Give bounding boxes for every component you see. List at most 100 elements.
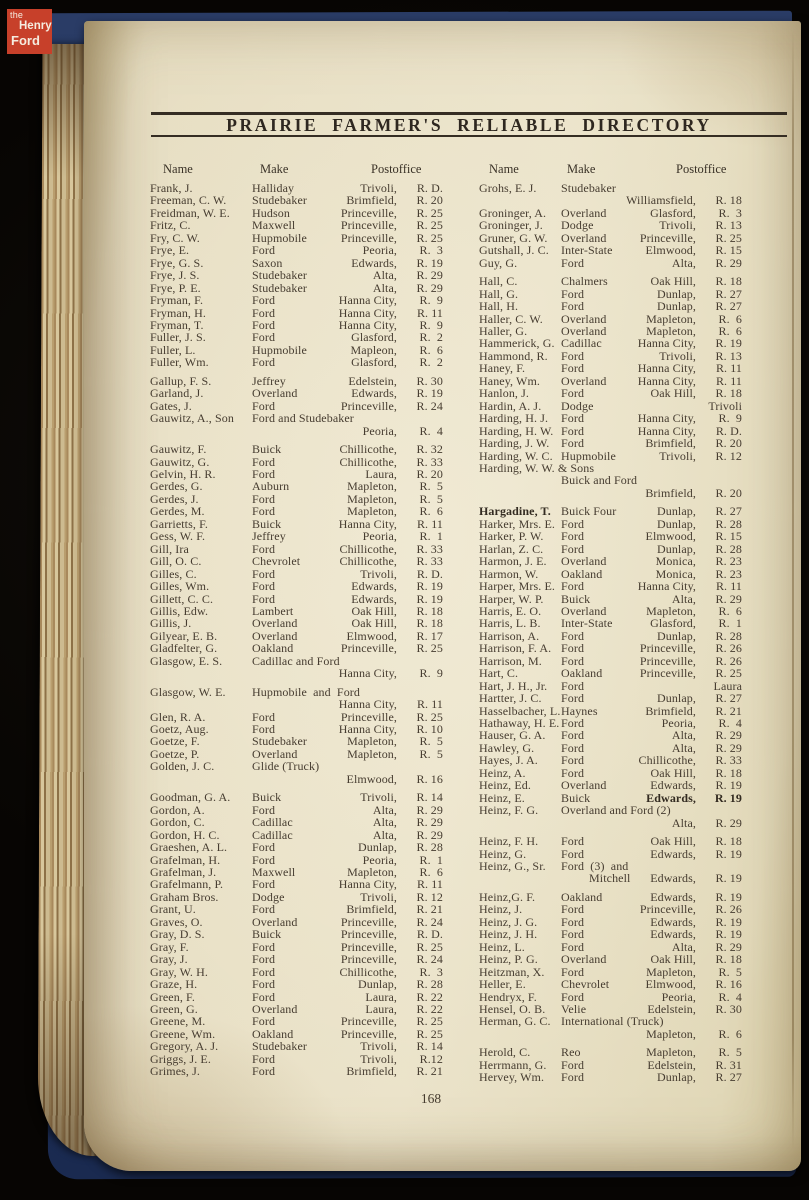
entry-name: Fritz, C.: [150, 218, 191, 233]
entry-name: Harding, W. W. & Sons: [479, 460, 595, 475]
entry-route: R. D.: [416, 181, 443, 195]
entry-route: R. 25: [416, 641, 443, 656]
entry-make: Ford: [561, 691, 585, 706]
entry-make: Overland: [252, 628, 298, 643]
entry-route: R. 5: [419, 746, 443, 761]
directory-line: Williamsfield, R. 18: [479, 193, 742, 208]
entry-postoffice: Laura: [713, 678, 742, 693]
directory-line: Heitzman, X. Ford Mapleton, R. 5: [479, 965, 742, 978]
directory-row: Hendryx, F. Ford Peoria, R. 4: [479, 990, 742, 1003]
entry-route: R. 1: [419, 529, 443, 544]
directory-line: Hall, G. Ford Dunlap, R. 27: [479, 286, 742, 301]
directory-row: Haller, G. Overland Mapleton, R. 6: [479, 323, 742, 338]
directory-row: Garrietts, F. Buick Hanna City, R. 11: [150, 517, 443, 530]
directory-line: Haney, F. Ford Hanna City, R. 11: [479, 362, 742, 375]
directory-line: Gilyear, E. B. Overland Elmwood, R. 17: [150, 628, 443, 643]
entry-name: Hammond, R.: [479, 348, 548, 363]
entry-name: Gallup, F. S.: [150, 373, 212, 388]
entry-route: R. 28: [416, 977, 443, 992]
directory-line: Hammerick, G. Cadillac Hanna City, R. 19: [479, 337, 742, 350]
entry-make: Ford: [252, 709, 276, 724]
entry-make: Overland: [252, 914, 298, 929]
directory-row: Fritz, C. Maxwell Princeville, R. 25: [150, 218, 443, 233]
directory-line: Harper, Mrs. E. Ford Hanna City, R. 11: [479, 579, 742, 594]
entry-name: Graze, H.: [150, 977, 198, 992]
entry-name: Haller, G.: [479, 323, 528, 338]
page-fold-line: [792, 30, 794, 1150]
entry-name: Gess, W. F.: [150, 529, 206, 544]
entry-name: Fuller, L.: [150, 342, 196, 357]
entry-name: Harker, Mrs. E.: [479, 516, 555, 531]
entry-name: Groninger, A.: [479, 205, 547, 220]
entry-route: R. 24: [416, 914, 443, 929]
entry-route: R. 4: [718, 716, 742, 731]
directory-line: Gray, F. Ford Princeville, R. 25: [150, 939, 443, 954]
column-header-name-left: Name: [163, 162, 193, 176]
directory-row: Frye, J. S. Studebaker Alta, R. 29: [150, 269, 443, 282]
directory-line: Fuller, Wm. Ford Glasford, R. 2: [150, 356, 443, 369]
directory-line: Hawley, G. Ford Alta, R. 29: [479, 740, 742, 755]
directory-row: Harrison, F. A. Ford Princeville, R. 26: [479, 642, 742, 655]
directory-row: Fryman, H. Ford Hanna City, R. 11: [150, 306, 443, 319]
entry-make: Ford: [252, 1014, 276, 1029]
entry-route: R. 30: [715, 1002, 742, 1016]
entry-postoffice: Princeville,: [340, 939, 397, 954]
entry-route: R. 6: [419, 865, 443, 880]
entry-route: R. 25: [416, 230, 443, 245]
entry-postoffice: Edwards,: [650, 914, 696, 929]
directory-line: Haller, C. W. Overland Mapleton, R. 6: [479, 312, 742, 325]
entry-postoffice: Edelstein,: [348, 373, 397, 388]
entry-route: R. 33: [416, 554, 443, 569]
entry-route: R. 12: [715, 448, 742, 463]
directory-row: Hall, H. Ford Dunlap, R. 27: [479, 300, 742, 313]
directory-line: Golden, J. C. Glide (Truck): [150, 760, 443, 773]
entry-route: R. 31: [715, 1057, 742, 1072]
directory-row: Gallup, F. S. Jeffrey Edelstein, R. 30: [150, 373, 443, 388]
entry-route: R. 27: [715, 286, 742, 301]
entry-postoffice: Mapleon,: [350, 342, 397, 357]
entry-make: Ford: [561, 753, 585, 768]
directory-row: Fryman, F. Ford Hanna City, R. 9: [150, 293, 443, 308]
entry-route: R. 19: [715, 914, 742, 929]
entry-make: Overland: [561, 323, 607, 338]
entry-make: Chalmers: [561, 274, 608, 289]
entry-postoffice: Peoria,: [362, 529, 397, 544]
entry-name: Hanlon, J.: [479, 386, 529, 401]
entry-name: Grimes, J.: [150, 1064, 200, 1079]
entry-route: R. 29: [416, 280, 443, 295]
entry-name: Gill, O. C.: [150, 554, 202, 569]
entry-postoffice: Edwards,: [351, 579, 397, 594]
directory-line: Grohs, E. J. Studebaker: [479, 182, 742, 195]
entry-name: Gray, F.: [150, 939, 189, 954]
entry-postoffice: Princeville,: [340, 398, 397, 413]
entry-name: Fryman, T.: [150, 317, 204, 332]
entry-route: R. 22: [416, 989, 443, 1004]
directory-row: Gillis, J. Overland Oak Hill, R. 18: [150, 617, 443, 630]
directory-line: Hargadine, T. Buick Four Dunlap, R. 27: [479, 505, 742, 518]
directory-row: Glasgow, E. S. Cadillac and Ford Hanna Cit…: [150, 654, 443, 679]
entry-postoffice: Williamsfield,: [626, 193, 696, 208]
entry-make: Ford: [252, 293, 276, 308]
entry-name: Groninger, J.: [479, 218, 543, 233]
entry-postoffice: Edelstein,: [647, 1002, 696, 1016]
entry-name: Harris, L. B.: [479, 616, 541, 631]
entry-make: Overland: [561, 952, 607, 967]
entry-name: Harper, Mrs. E.: [479, 579, 555, 594]
directory-row: Harker, Mrs. E. Ford Dunlap, R. 28: [479, 516, 742, 531]
entry-route: R. 11: [416, 697, 443, 712]
directory-row: Gauwitz, G. Ford Chillicothe, R. 33: [150, 455, 443, 468]
entry-make: Lambert: [252, 603, 294, 618]
entry-postoffice: Alta,: [671, 740, 696, 755]
entry-postoffice: Hanna City,: [637, 411, 696, 426]
directory-row: Heinz, G. Ford Edwards, R. 19: [479, 847, 742, 860]
entry-make: Ford: [252, 952, 276, 967]
entry-make: Oakland: [561, 566, 603, 581]
directory-line: Goetz, Aug. Ford Hanna City, R. 10: [150, 723, 443, 736]
entry-route: R. 9: [419, 317, 443, 332]
directory-row: Groninger, A. Overland Glasford, R. 3: [479, 205, 742, 220]
entry-route: R. 20: [715, 436, 742, 451]
directory-line: Harding, W. W. & Sons: [479, 460, 742, 475]
entry-make: Cadillac: [252, 827, 293, 842]
directory-row: Goetze, P. Overland Mapleton, R. 5: [150, 746, 443, 761]
directory-row: Haney, Wm. Overland Hanna City, R. 11: [479, 374, 742, 387]
